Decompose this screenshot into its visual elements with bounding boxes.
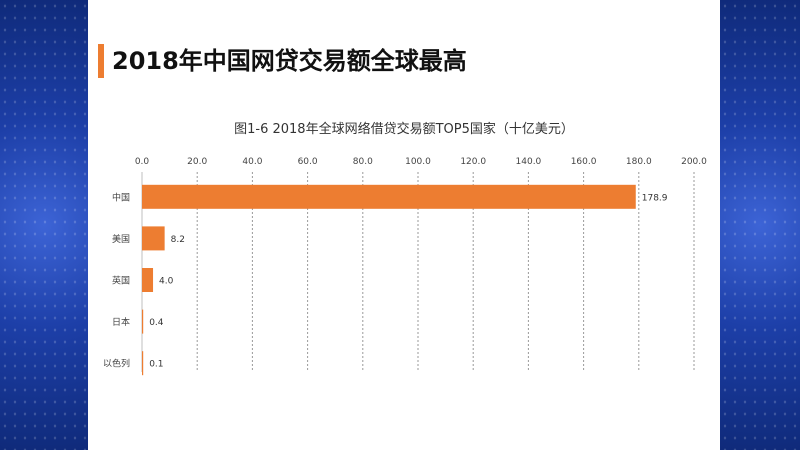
category-label: 以色列 [103,358,130,370]
bar [142,268,154,292]
x-tick-label: 120.0 [460,157,486,167]
x-tick-label: 100.0 [405,157,431,167]
slide: 2018年中国网贷交易额全球最高 图1-6 2018年全球网络借贷交易额TOP5… [88,0,720,450]
bar [142,351,144,376]
category-label: 英国 [112,275,130,287]
category-label: 中国 [112,191,130,203]
x-tick-label: 140.0 [516,157,542,167]
data-label: 178.9 [642,193,668,203]
left-side-panel [0,0,88,450]
x-tick-label: 80.0 [353,157,373,167]
right-side-panel [720,0,800,450]
bar [142,184,636,209]
title-accent-bar [98,44,104,78]
slide-title: 2018年中国网贷交易额全球最高 [112,47,467,75]
category-label: 美国 [112,233,130,245]
data-label: 0.1 [149,360,163,370]
x-tick-label: 160.0 [571,157,597,167]
x-tick-label: 180.0 [626,157,652,167]
x-tick-label: 40.0 [242,157,262,167]
x-tick-label: 200.0 [681,157,707,167]
x-tick-label: 20.0 [187,157,207,167]
x-tick-label: 0.0 [135,157,150,167]
bar-chart: 0.0 20.0 40.0 60.0 80.0 100.0 120.0 140.0 160.0 1… [103,157,707,376]
category-label: 日本 [112,316,130,328]
data-label: 4.0 [159,277,174,287]
data-label: 8.2 [171,235,185,245]
data-label: 0.4 [149,318,164,328]
bar [142,309,144,334]
x-tick-label: 60.0 [298,157,318,167]
chart-title: 图1-6 2018年全球网络借贷交易额TOP5国家（十亿美元） [234,122,574,137]
bar [142,226,165,251]
